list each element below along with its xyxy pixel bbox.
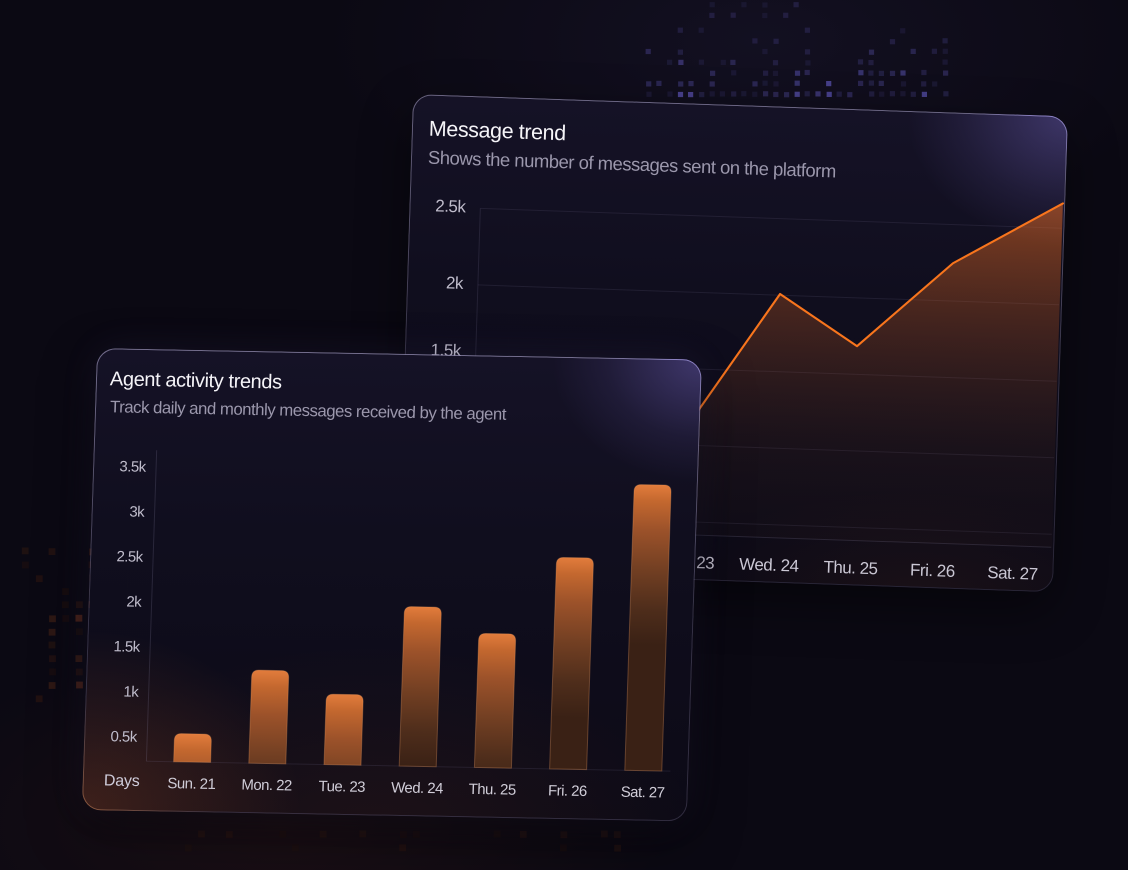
svg-text:2k: 2k xyxy=(446,273,465,293)
svg-text:Sun. 21: Sun. 21 xyxy=(167,775,216,793)
svg-text:Fri. 26: Fri. 26 xyxy=(910,560,955,581)
svg-text:0.5k: 0.5k xyxy=(110,728,138,746)
svg-text:Wed. 24: Wed. 24 xyxy=(391,779,443,797)
svg-text:Mon. 22: Mon. 22 xyxy=(241,777,292,795)
svg-text:3.5k: 3.5k xyxy=(119,458,147,476)
svg-text:Days: Days xyxy=(104,772,140,790)
svg-text:3k: 3k xyxy=(129,504,145,521)
svg-text:2k: 2k xyxy=(126,594,142,611)
svg-text:Thu. 25: Thu. 25 xyxy=(823,557,878,578)
svg-text:2.5k: 2.5k xyxy=(435,196,467,216)
svg-text:Thu. 25: Thu. 25 xyxy=(468,781,516,799)
svg-text:Fri. 26: Fri. 26 xyxy=(548,782,587,800)
svg-text:Sat. 27: Sat. 27 xyxy=(987,563,1038,584)
svg-text:Wed. 24: Wed. 24 xyxy=(739,555,799,576)
svg-text:Tue. 23: Tue. 23 xyxy=(318,778,365,796)
svg-text:2.5k: 2.5k xyxy=(116,548,144,566)
svg-text:1.5k: 1.5k xyxy=(113,638,141,656)
svg-text:Sat. 27: Sat. 27 xyxy=(620,784,664,802)
svg-text:1k: 1k xyxy=(123,684,139,701)
